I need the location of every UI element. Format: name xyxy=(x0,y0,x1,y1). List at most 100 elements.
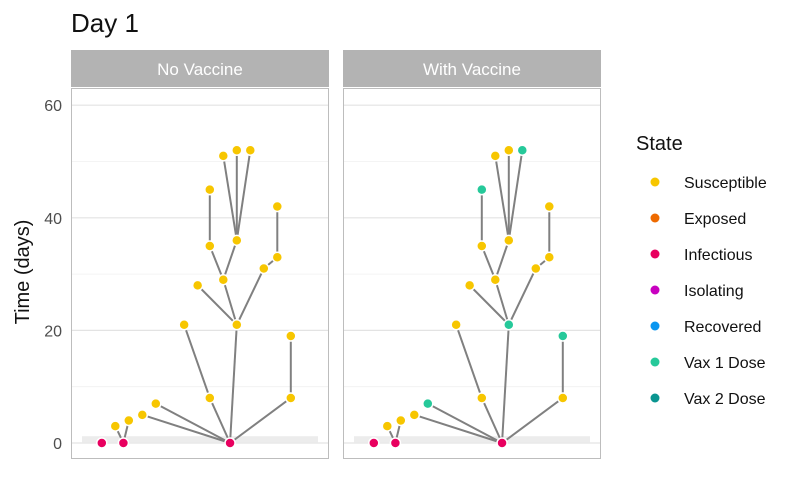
legend-item: Recovered xyxy=(650,319,761,336)
transmission-edge xyxy=(427,402,503,444)
panel-with-vaccine: With Vaccine xyxy=(343,50,601,459)
node-point xyxy=(489,150,502,162)
node-point xyxy=(450,319,462,331)
legend: State Susceptible Exposed Infectious Isolat… xyxy=(636,133,767,408)
strip-no-vaccine xyxy=(71,50,329,87)
node-point xyxy=(217,273,230,286)
node-point xyxy=(231,234,243,247)
node-point xyxy=(557,392,569,404)
node-point xyxy=(557,330,569,342)
transmission-edge xyxy=(413,413,503,444)
node-point xyxy=(204,183,216,196)
node-point xyxy=(503,144,515,156)
node-point xyxy=(503,319,515,331)
y-tick-label: 20 xyxy=(44,323,62,340)
node-point xyxy=(463,279,476,292)
transmission-edge xyxy=(507,150,524,241)
legend-swatch xyxy=(650,285,660,295)
transmission-edge xyxy=(501,324,510,444)
node-point xyxy=(96,437,108,449)
legend-items: Susceptible Exposed Infectious Isolating Rec… xyxy=(650,175,767,408)
transmission-edge xyxy=(222,239,238,281)
transmission-edge xyxy=(480,245,497,281)
transmission-edge xyxy=(208,245,225,281)
node-point xyxy=(516,144,529,156)
transmission-edge xyxy=(468,284,510,326)
legend-label: Recovered xyxy=(684,319,761,336)
legend-swatch xyxy=(650,213,660,223)
node-point xyxy=(389,437,402,449)
strip-label-no-vaccine: No Vaccine xyxy=(157,60,243,79)
node-point xyxy=(476,183,488,196)
strip-label-with-vaccine: With Vaccine xyxy=(423,60,521,79)
transmission-edge xyxy=(229,324,238,444)
legend-swatch xyxy=(650,177,660,187)
transmission-edge xyxy=(501,397,564,444)
legend-item: Exposed xyxy=(650,211,746,228)
panel-border xyxy=(343,88,601,459)
y-tick-label: 40 xyxy=(44,211,62,228)
legend-label: Isolating xyxy=(684,283,744,300)
chart-title: Day 1 xyxy=(71,8,139,38)
panel-no-vaccine: No Vaccine xyxy=(71,50,329,459)
legend-label: Infectious xyxy=(684,247,752,264)
y-tick-label: 60 xyxy=(44,98,62,115)
node-point xyxy=(543,200,556,213)
strip-with-vaccine xyxy=(343,50,601,87)
transmission-edge xyxy=(235,150,252,241)
legend-item: Isolating xyxy=(650,283,744,300)
node-point xyxy=(496,437,508,449)
plot-area-with-vaccine xyxy=(343,88,601,459)
transmission-edge xyxy=(455,324,483,399)
transmission-edge xyxy=(494,239,510,281)
node-point xyxy=(117,437,130,449)
node-point xyxy=(109,420,122,432)
plot-area-no-vaccine xyxy=(71,88,329,459)
legend-label: Exposed xyxy=(684,211,746,228)
y-axis-label: Time (days) xyxy=(12,220,34,325)
legend-label: Susceptible xyxy=(684,175,767,192)
transmission-edge xyxy=(507,268,537,326)
legend-item: Vax 2 Dose xyxy=(650,391,766,408)
node-point xyxy=(408,409,421,421)
node-point xyxy=(285,330,297,342)
node-point xyxy=(231,144,243,156)
legend-swatch xyxy=(650,357,660,367)
legend-label: Vax 2 Dose xyxy=(684,391,766,408)
legend-item: Infectious xyxy=(650,247,752,264)
legend-swatch xyxy=(650,393,660,403)
legend-item: Susceptible xyxy=(650,175,767,192)
transmission-edge xyxy=(222,155,238,241)
y-tick-label: 0 xyxy=(53,436,62,453)
panel-border xyxy=(71,88,329,459)
transmission-edge xyxy=(155,402,231,444)
legend-title: State xyxy=(636,133,683,155)
legend-swatch xyxy=(650,249,660,259)
transmission-edge xyxy=(222,279,238,326)
node-point xyxy=(217,150,230,162)
transmission-edge xyxy=(494,279,510,326)
node-point xyxy=(204,392,216,404)
node-point xyxy=(381,420,394,432)
transmission-edge xyxy=(235,268,265,326)
node-point xyxy=(368,437,380,449)
baseline-band xyxy=(82,436,318,443)
legend-label: Vax 1 Dose xyxy=(684,355,766,372)
transmission-edge xyxy=(480,397,503,444)
node-point xyxy=(224,437,236,449)
y-axis: Time (days) 0 20 40 60 xyxy=(12,98,62,453)
node-point xyxy=(271,200,284,213)
transmission-edge xyxy=(229,397,292,444)
transmission-edge xyxy=(196,284,238,326)
node-point xyxy=(244,144,257,156)
legend-swatch xyxy=(650,321,660,331)
node-point xyxy=(271,251,284,263)
transmission-edge xyxy=(494,155,510,241)
node-point xyxy=(150,397,162,410)
transmission-edge xyxy=(208,397,231,444)
node-point xyxy=(543,251,556,263)
node-point xyxy=(204,240,216,252)
node-point xyxy=(422,397,434,410)
node-point xyxy=(231,319,243,331)
node-point xyxy=(136,409,149,421)
